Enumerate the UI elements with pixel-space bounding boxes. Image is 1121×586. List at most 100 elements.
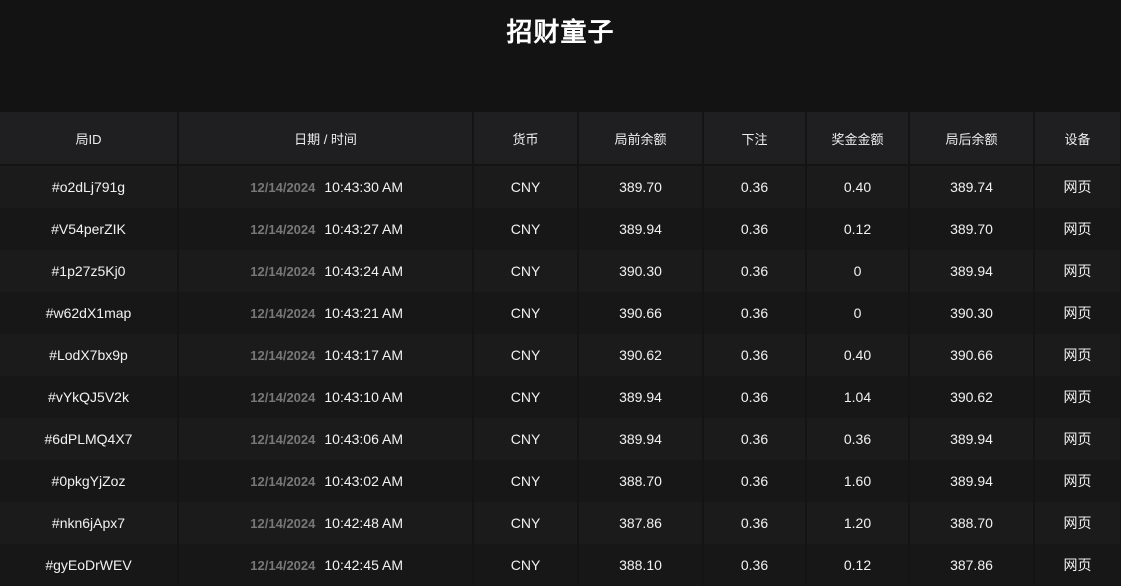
- table-row[interactable]: #w62dX1map 12/14/2024 10:43:21 AM CNY 390.66…: [0, 292, 1121, 334]
- table-row[interactable]: #6dPLMQ4X7 12/14/2024 10:43:06 AM CNY 389.94…: [0, 418, 1121, 460]
- round-id-cell: #nkn6jApx7: [0, 502, 179, 544]
- bet-cell: 0.36: [703, 460, 807, 502]
- date-time-cell: 12/14/2024 10:43:02 AM: [178, 460, 474, 502]
- table-header: 局ID 日期 / 时间 货币 局前余额 下注 奖金金额 局后余额 设备: [0, 112, 1121, 166]
- column-header-device: 设备: [1034, 112, 1121, 166]
- currency-cell: CNY: [473, 165, 579, 208]
- balance-before-cell: 389.94: [578, 418, 704, 460]
- win-amount-cell: 0: [806, 250, 910, 292]
- balance-after-cell: 390.62: [909, 376, 1035, 418]
- balance-after-cell: 390.66: [909, 334, 1035, 376]
- device-cell: 网页: [1034, 460, 1121, 502]
- date-time-cell: 12/14/2024 10:43:30 AM: [178, 165, 474, 208]
- round-id-cell: #gyEoDrWEV: [0, 544, 179, 586]
- win-amount-cell: 0.40: [806, 334, 910, 376]
- currency-cell: CNY: [473, 418, 579, 460]
- balance-before-cell: 389.70: [578, 165, 704, 208]
- date-text: 12/14/2024: [250, 432, 316, 447]
- bet-cell: 0.36: [703, 292, 807, 334]
- currency-cell: CNY: [473, 292, 579, 334]
- bet-cell: 0.36: [703, 502, 807, 544]
- column-header-bet: 下注: [703, 112, 807, 166]
- win-amount-cell: 0.12: [806, 208, 910, 250]
- bet-cell: 0.36: [703, 208, 807, 250]
- column-header-balance-before: 局前余额: [578, 112, 704, 166]
- device-cell: 网页: [1034, 292, 1121, 334]
- balance-before-cell: 389.94: [578, 208, 704, 250]
- date-text: 12/14/2024: [250, 348, 316, 363]
- win-amount-cell: 0.36: [806, 418, 910, 460]
- round-id-cell: #1p27z5Kj0: [0, 250, 179, 292]
- device-cell: 网页: [1034, 418, 1121, 460]
- date-text: 12/14/2024: [250, 390, 316, 405]
- balance-after-cell: 389.94: [909, 250, 1035, 292]
- bet-cell: 0.36: [703, 334, 807, 376]
- table-row[interactable]: #gyEoDrWEV 12/14/2024 10:42:45 AM CNY 388.10…: [0, 544, 1121, 586]
- balance-after-cell: 388.70: [909, 502, 1035, 544]
- currency-cell: CNY: [473, 208, 579, 250]
- date-time-cell: 12/14/2024 10:43:06 AM: [178, 418, 474, 460]
- date-time-cell: 12/14/2024 10:43:27 AM: [178, 208, 474, 250]
- round-id-cell: #0pkgYjZoz: [0, 460, 179, 502]
- win-amount-cell: 0.12: [806, 544, 910, 586]
- round-id-cell: #LodX7bx9p: [0, 334, 179, 376]
- balance-after-cell: 390.30: [909, 292, 1035, 334]
- table-row[interactable]: #V54perZIK 12/14/2024 10:43:27 AM CNY 389.94…: [0, 208, 1121, 250]
- date-text: 12/14/2024: [250, 306, 316, 321]
- date-text: 12/14/2024: [250, 180, 316, 195]
- table-row[interactable]: #o2dLj791g 12/14/2024 10:43:30 AM CNY 389.70…: [0, 165, 1121, 208]
- column-header-currency: 货币: [473, 112, 579, 166]
- table-row[interactable]: #LodX7bx9p 12/14/2024 10:43:17 AM CNY 390.62…: [0, 334, 1121, 376]
- win-amount-cell: 1.60: [806, 460, 910, 502]
- win-amount-cell: 1.20: [806, 502, 910, 544]
- currency-cell: CNY: [473, 376, 579, 418]
- device-cell: 网页: [1034, 250, 1121, 292]
- round-id-cell: #w62dX1map: [0, 292, 179, 334]
- date-time-cell: 12/14/2024 10:43:10 AM: [178, 376, 474, 418]
- table-row[interactable]: #nkn6jApx7 12/14/2024 10:42:48 AM CNY 387.86…: [0, 502, 1121, 544]
- round-id-cell: #o2dLj791g: [0, 165, 179, 208]
- table-row[interactable]: #1p27z5Kj0 12/14/2024 10:43:24 AM CNY 390.30…: [0, 250, 1121, 292]
- time-text: 10:42:45 AM: [324, 557, 403, 573]
- bet-cell: 0.36: [703, 165, 807, 208]
- balance-after-cell: 389.70: [909, 208, 1035, 250]
- balance-after-cell: 389.94: [909, 460, 1035, 502]
- time-text: 10:42:48 AM: [324, 515, 403, 531]
- column-header-win-amount: 奖金金额: [806, 112, 910, 166]
- currency-cell: CNY: [473, 544, 579, 586]
- time-text: 10:43:02 AM: [324, 473, 403, 489]
- date-time-cell: 12/14/2024 10:43:17 AM: [178, 334, 474, 376]
- device-cell: 网页: [1034, 208, 1121, 250]
- time-text: 10:43:27 AM: [324, 221, 403, 237]
- currency-cell: CNY: [473, 502, 579, 544]
- bet-cell: 0.36: [703, 376, 807, 418]
- device-cell: 网页: [1034, 502, 1121, 544]
- device-cell: 网页: [1034, 544, 1121, 586]
- balance-before-cell: 390.30: [578, 250, 704, 292]
- win-amount-cell: 0.40: [806, 165, 910, 208]
- date-text: 12/14/2024: [250, 264, 316, 279]
- history-table: 局ID 日期 / 时间 货币 局前余额 下注 奖金金额 局后余额 设备 #o2dLj791g 1…: [0, 112, 1121, 586]
- win-amount-cell: 0: [806, 292, 910, 334]
- device-cell: 网页: [1034, 334, 1121, 376]
- balance-after-cell: 389.74: [909, 165, 1035, 208]
- balance-after-cell: 387.86: [909, 544, 1035, 586]
- round-id-cell: #6dPLMQ4X7: [0, 418, 179, 460]
- time-text: 10:43:10 AM: [324, 389, 403, 405]
- column-header-date-time: 日期 / 时间: [178, 112, 474, 166]
- balance-after-cell: 389.94: [909, 418, 1035, 460]
- currency-cell: CNY: [473, 334, 579, 376]
- date-text: 12/14/2024: [250, 222, 316, 237]
- column-header-round-id: 局ID: [0, 112, 179, 166]
- bet-cell: 0.36: [703, 418, 807, 460]
- round-id-cell: #vYkQJ5V2k: [0, 376, 179, 418]
- table-row[interactable]: #0pkgYjZoz 12/14/2024 10:43:02 AM CNY 388.70…: [0, 460, 1121, 502]
- device-cell: 网页: [1034, 165, 1121, 208]
- currency-cell: CNY: [473, 460, 579, 502]
- date-time-cell: 12/14/2024 10:43:21 AM: [178, 292, 474, 334]
- balance-before-cell: 387.86: [578, 502, 704, 544]
- table-row[interactable]: #vYkQJ5V2k 12/14/2024 10:43:10 AM CNY 389.94…: [0, 376, 1121, 418]
- date-text: 12/14/2024: [250, 474, 316, 489]
- date-time-cell: 12/14/2024 10:42:45 AM: [178, 544, 474, 586]
- bet-cell: 0.36: [703, 250, 807, 292]
